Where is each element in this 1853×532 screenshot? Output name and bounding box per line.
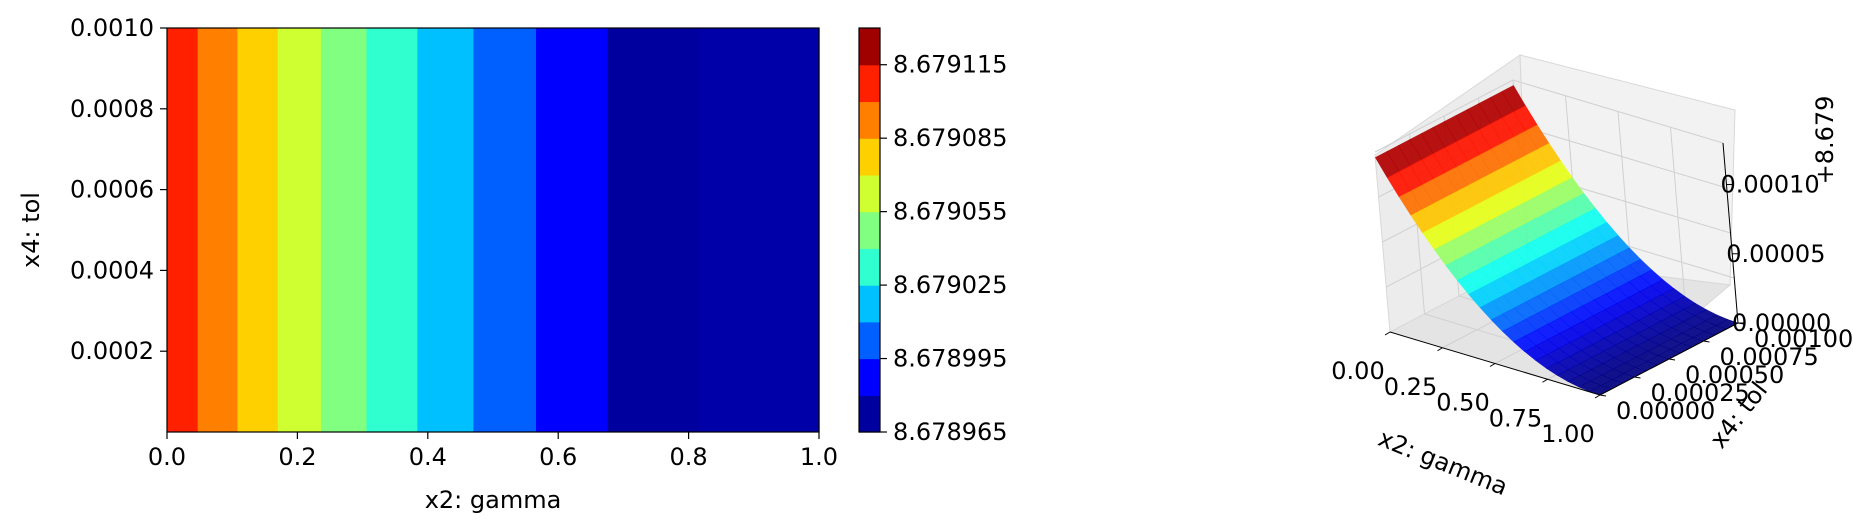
contour-x-tick-label: 0.2: [278, 443, 316, 471]
contour-y-tick-label: 0.0010: [70, 14, 154, 42]
contour-band-0: [167, 28, 199, 432]
surface-y-tick-label: 0.00000: [1616, 397, 1715, 425]
contour-y-tick-label: 0.0008: [70, 95, 154, 123]
surface-x-tick-label: 0.25: [1384, 373, 1437, 401]
colorbar-frame: [858, 27, 881, 433]
surface-x-tick-label: 0.75: [1489, 404, 1542, 432]
surface-z-tick-label: 0.00005: [1726, 240, 1825, 268]
contour-band-2: [237, 28, 279, 432]
colorbar-band-2: [859, 321, 880, 360]
surface-y-tick-label: 0.00050: [1685, 361, 1784, 389]
contour-band-6: [417, 28, 475, 432]
surface-z-offset-label: +8.679: [1811, 96, 1839, 185]
colorbar-band-9: [859, 64, 880, 103]
colorbar-band-0: [859, 395, 880, 433]
contour-band-7: [473, 28, 537, 432]
contour-band-5: [366, 28, 418, 432]
surface-x-tick: [1384, 331, 1391, 336]
colorbar-tick-label: 8.679115: [893, 51, 1008, 79]
contour-band-10: [699, 28, 820, 432]
contour-bands: [167, 28, 820, 432]
surface-x-tick: [1437, 347, 1443, 352]
surface-x-tick-label: 0.00: [1331, 357, 1384, 385]
surface-axes: [1384, 142, 1745, 399]
surface-y-tick-label: 0.00100: [1754, 325, 1853, 353]
contour-plot: 0.0 0.2 0.4 0.6 0.8 1.0 0.00020.00040.00060.0…: [17, 14, 1008, 514]
colorbar-band-8: [859, 101, 880, 139]
contour-y-ticks: 0.0002 0.0004 0.0006 0.0008 0.0010: [70, 14, 167, 365]
surface-z-axis-line: [1722, 142, 1739, 324]
surface-z-tick-label: 0.00010: [1720, 171, 1819, 199]
contour-band-8: [536, 28, 609, 432]
colorbar-band-10: [859, 28, 880, 66]
contour-band-9: [607, 28, 700, 432]
contour-x-tick-label: 0.8: [670, 443, 708, 471]
colorbar-tick-label: 8.679085: [893, 124, 1008, 152]
colorbar-band-6: [859, 174, 880, 213]
contour-y-axis-label: x4: tol: [17, 192, 45, 268]
contour-x-tick-label: 0.6: [539, 443, 577, 471]
colorbar-bands: [859, 28, 880, 433]
colorbar-tick-label: 8.678965: [893, 418, 1008, 446]
contour-band-1: [197, 28, 239, 432]
colorbar-band-4: [859, 248, 880, 286]
contour-band-4: [320, 28, 368, 432]
contour-axes-frame: [166, 27, 820, 433]
surface-mesh: [1375, 85, 1739, 396]
surface-y-tick: [1703, 340, 1710, 343]
surface-x-tick: [1489, 363, 1496, 367]
colorbar-ticks: 8.678965 8.678995 8.679025 8.679055 8.679085…: [880, 51, 1008, 446]
surface-tick-labels: 0.000.250.500.751.000.000000.000250.0005…: [1331, 171, 1853, 448]
contour-y-tick-label: 0.0002: [70, 337, 154, 365]
surface-z-tick-label: 0.00000: [1732, 309, 1831, 337]
contour-y-tick-label: 0.0006: [70, 176, 154, 204]
colorbar-band-3: [859, 285, 880, 323]
colorbar-band-5: [859, 211, 880, 249]
colorbar-tick-label: 8.679025: [893, 271, 1008, 299]
surface-x-tick: [1594, 394, 1601, 399]
colorbar-band-7: [859, 138, 880, 176]
surface-y-tick-label: 0.00025: [1651, 379, 1750, 407]
contour-x-tick-label: 0.0: [148, 443, 186, 471]
surface-x-tick-label: 1.00: [1541, 420, 1594, 448]
surface-y-tick: [1668, 358, 1676, 361]
surface-y-tick: [1599, 394, 1607, 397]
surface-plot: 0.000.250.500.751.000.000000.000250.0005…: [1331, 54, 1853, 501]
surface-x-tick: [1542, 378, 1548, 383]
surface-y-tick-label: 0.00075: [1720, 343, 1819, 371]
contour-x-tick-label: 1.0: [800, 443, 838, 471]
surface-x-axis-label: x2: gamma: [1374, 424, 1511, 501]
contour-x-tick-label: 0.4: [409, 443, 447, 471]
colorbar-tick-label: 8.678995: [893, 345, 1008, 373]
colorbar-band-1: [859, 358, 880, 396]
surface-x-tick-label: 0.50: [1436, 389, 1489, 417]
surface-y-tick: [1634, 376, 1641, 379]
contour-band-3: [277, 28, 322, 432]
contour-x-ticks: 0.0 0.2 0.4 0.6 0.8 1.0: [148, 432, 838, 471]
contour-y-tick-label: 0.0004: [70, 256, 154, 284]
contour-x-axis-label: x2: gamma: [425, 486, 562, 514]
colorbar-tick-label: 8.679055: [893, 198, 1008, 226]
